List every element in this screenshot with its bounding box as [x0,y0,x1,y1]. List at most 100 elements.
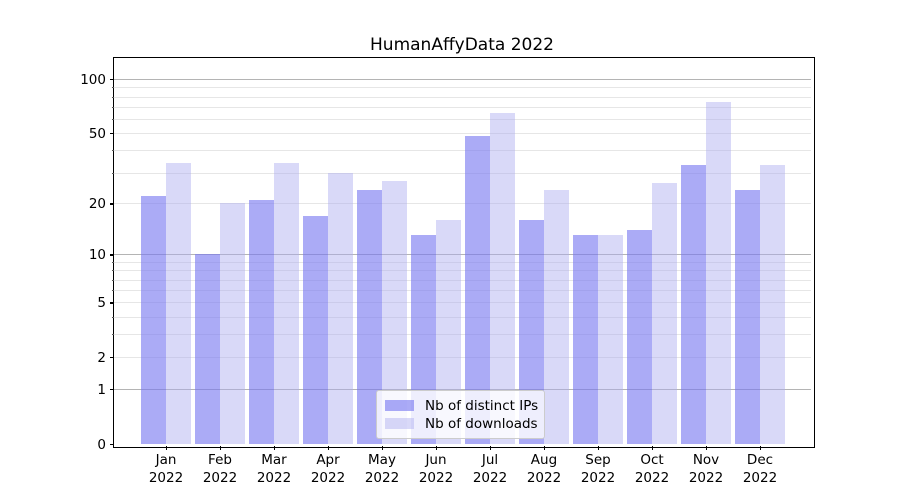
bar-nb-of-downloads-jan-2022 [166,162,191,444]
bar-nb-of-downloads-sep-2022 [598,235,623,444]
x-tick-mark [166,445,168,450]
bar-nb-of-distinct-ips-sep-2022 [573,235,598,444]
minor-gridline [114,203,811,205]
bar-nb-of-downloads-feb-2022 [220,203,245,444]
bar-nb-of-distinct-ips-nov-2022 [681,165,706,444]
x-tick-label-jan-2022: Jan 2022 [148,452,184,486]
x-tick-label-dec-2022: Dec 2022 [742,452,778,486]
bar-nb-of-distinct-ips-apr-2022 [303,215,328,444]
bar-nb-of-downloads-nov-2022 [706,101,731,444]
x-tick-label-jun-2022: Jun 2022 [418,452,454,486]
x-tick-label-apr-2022: Apr 2022 [310,452,346,486]
y-tick-label: 2 [97,349,106,366]
minor-gridline [114,150,811,152]
minor-gridline [114,107,811,109]
y-minor-tick-mark [111,150,114,152]
legend-swatch-downloads [385,418,414,429]
x-tick-label-year: 2022 [256,469,292,486]
x-tick-label-feb-2022: Feb 2022 [202,452,238,486]
x-tick-label-year: 2022 [364,469,400,486]
x-tick-label-year: 2022 [148,469,184,486]
x-tick-label-year: 2022 [526,469,562,486]
major-gridline [114,389,811,391]
y-minor-tick-mark [111,96,114,98]
y-minor-tick-mark [111,261,114,263]
y-tick-mark [110,133,114,135]
x-tick-mark [328,445,330,450]
y-tick-mark [110,79,114,81]
y-minor-tick-mark [111,107,114,109]
y-tick-label: 100 [80,71,106,88]
legend-label-downloads: Nb of downloads [425,415,538,432]
x-tick-label-year: 2022 [202,469,238,486]
y-tick-mark [110,389,114,391]
minor-gridline [114,316,811,318]
bar-nb-of-distinct-ips-oct-2022 [627,229,652,444]
x-tick-mark [760,445,762,450]
major-gridline [114,254,811,256]
x-tick-label-jul-2022: Jul 2022 [472,452,508,486]
y-minor-tick-mark [111,87,114,89]
x-tick-mark [382,445,384,450]
y-tick-label: 10 [88,246,106,263]
x-tick-mark [274,445,276,450]
y-minor-tick-mark [111,119,114,121]
minor-gridline [114,172,811,174]
x-tick-mark [490,445,492,450]
bar-nb-of-downloads-mar-2022 [274,162,299,444]
minor-gridline [114,119,811,121]
legend: Nb of distinct IPs Nb of downloads [376,390,545,439]
y-minor-tick-mark [111,290,114,292]
y-tick-label: 20 [88,195,106,212]
chart-title: HumanAffyData 2022 [370,35,554,55]
y-tick-mark [110,203,114,205]
y-minor-tick-mark [111,172,114,174]
x-tick-label-year: 2022 [472,469,508,486]
x-tick-mark [652,445,654,450]
x-tick-label-sep-2022: Sep 2022 [580,452,616,486]
bar-nb-of-downloads-aug-2022 [544,189,569,444]
x-tick-mark [598,445,600,450]
x-tick-mark [436,445,438,450]
x-tick-label-year: 2022 [634,469,670,486]
x-tick-label-year: 2022 [418,469,454,486]
x-tick-label-year: 2022 [742,469,778,486]
minor-gridline [114,261,811,263]
legend-row-downloads: Nb of downloads [385,415,538,432]
y-tick-label: 0 [97,436,106,453]
bar-nb-of-downloads-oct-2022 [652,183,677,444]
bar-nb-of-distinct-ips-feb-2022 [195,254,220,444]
minor-gridline [114,96,811,98]
y-minor-tick-mark [111,279,114,281]
x-tick-label-year: 2022 [580,469,616,486]
bar-nb-of-downloads-jul-2022 [490,112,515,444]
y-tick-label: 5 [97,294,106,311]
x-tick-mark [220,445,222,450]
major-gridline [114,79,811,81]
legend-swatch-distinct-ips [385,400,414,411]
y-tick-mark [110,357,114,359]
minor-gridline [114,87,811,89]
x-tick-label-oct-2022: Oct 2022 [634,452,670,486]
minor-gridline [114,290,811,292]
minor-gridline [114,279,811,281]
y-tick-mark [110,254,114,256]
x-tick-mark [706,445,708,450]
x-tick-label-year: 2022 [310,469,346,486]
minor-gridline [114,334,811,336]
y-minor-tick-mark [111,270,114,272]
legend-row-distinct-ips: Nb of distinct IPs [385,397,538,414]
y-tick-mark [110,444,114,446]
x-tick-label-aug-2022: Aug 2022 [526,452,562,486]
x-tick-label-nov-2022: Nov 2022 [688,452,724,486]
x-tick-label-may-2022: May 2022 [364,452,400,486]
y-minor-tick-mark [111,334,114,336]
minor-gridline [114,357,811,359]
y-minor-tick-mark [111,316,114,318]
x-tick-mark [544,445,546,450]
y-tick-label: 50 [88,125,106,142]
bar-nb-of-distinct-ips-mar-2022 [249,199,274,444]
bar-nb-of-downloads-dec-2022 [760,165,785,444]
bar-nb-of-downloads-apr-2022 [328,172,353,444]
bar-nb-of-distinct-ips-jan-2022 [141,196,166,444]
